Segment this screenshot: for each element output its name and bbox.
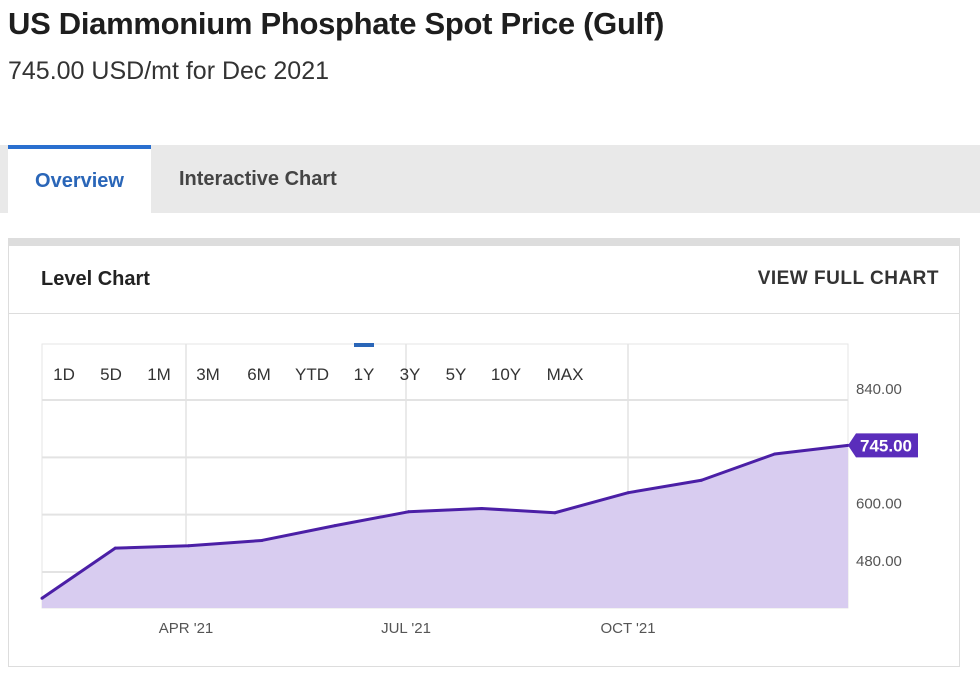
range-button-10y[interactable]: 10Y [491, 365, 521, 384]
data-point [333, 524, 337, 528]
level-chart-card: Level Chart VIEW FULL CHART [8, 238, 960, 667]
data-point [260, 538, 264, 542]
tab-interactive-chart[interactable]: Interactive Chart [179, 168, 337, 190]
tab-overview[interactable]: Overview [8, 145, 151, 213]
x-tick-label: APR '21 [159, 620, 214, 637]
last-value-badge [848, 433, 918, 458]
card-header: Level Chart VIEW FULL CHART [9, 246, 959, 314]
data-point [699, 478, 703, 482]
data-point [40, 596, 44, 600]
view-full-chart-link[interactable]: VIEW FULL CHART [757, 268, 939, 289]
card-title: Level Chart [41, 268, 150, 290]
data-point [553, 511, 557, 515]
x-tick-label: OCT '21 [600, 620, 655, 637]
range-button-1d[interactable]: 1D [53, 365, 75, 384]
range-button-5y[interactable]: 5Y [446, 365, 467, 384]
x-tick-label: JUL '21 [381, 620, 431, 637]
range-button-3y[interactable]: 3Y [400, 365, 421, 384]
tab-bar: Overview Interactive Chart [0, 145, 980, 213]
range-button-1m[interactable]: 1M [147, 365, 171, 384]
last-value-label: 745.00 [860, 436, 912, 455]
selected-range-indicator [354, 343, 374, 347]
range-button-5d[interactable]: 5D [100, 365, 122, 384]
y-tick-label: 600.00 [856, 496, 902, 513]
range-button-max[interactable]: MAX [547, 365, 584, 384]
data-point [113, 546, 117, 550]
data-point [187, 544, 191, 548]
range-button-1y[interactable]: 1Y [354, 365, 375, 384]
page-title: US Diammonium Phosphate Spot Price (Gulf… [8, 6, 664, 41]
range-button-ytd[interactable]: YTD [295, 365, 329, 384]
area-fill [42, 445, 848, 608]
data-point [773, 452, 777, 456]
y-tick-label: 840.00 [856, 381, 902, 398]
data-point [406, 510, 410, 514]
data-point [626, 491, 630, 495]
data-point [480, 506, 484, 510]
range-button-3m[interactable]: 3M [196, 365, 220, 384]
series-line [41, 443, 849, 600]
range-button-6m[interactable]: 6M [247, 365, 271, 384]
y-tick-label: 480.00 [856, 553, 902, 570]
page-subtitle: 745.00 USD/mt for Dec 2021 [8, 57, 329, 85]
